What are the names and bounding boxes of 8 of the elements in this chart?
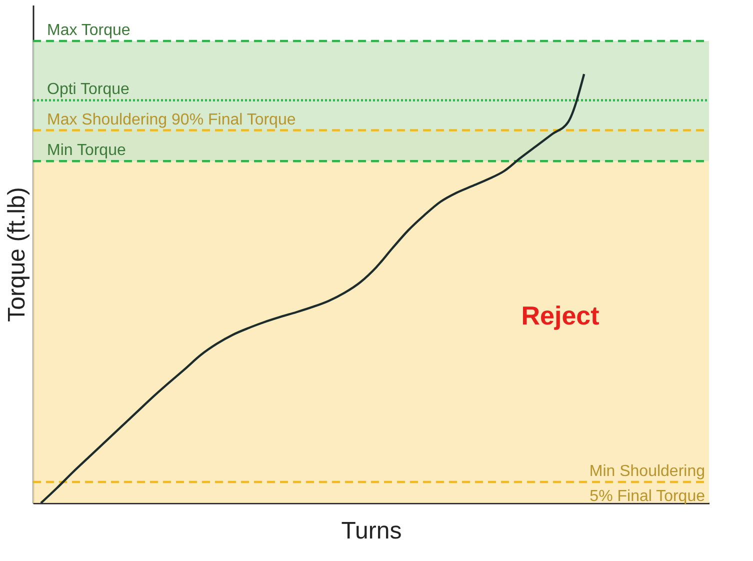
band-label: Reject	[521, 300, 600, 331]
ref-line-label: Min Torque	[47, 142, 126, 160]
x-axis-title: Turns	[341, 518, 402, 544]
ref-line-label: Min Shouldering 5% Final Torque	[589, 462, 706, 505]
ref-line-label: Max Torque	[47, 22, 130, 40]
ref-line-label: Opti Torque	[47, 81, 130, 98]
y-axis-title: Torque (ft.lb)	[4, 187, 30, 322]
ref-line-label: Max Shouldering 90% Final Torque	[47, 111, 296, 128]
